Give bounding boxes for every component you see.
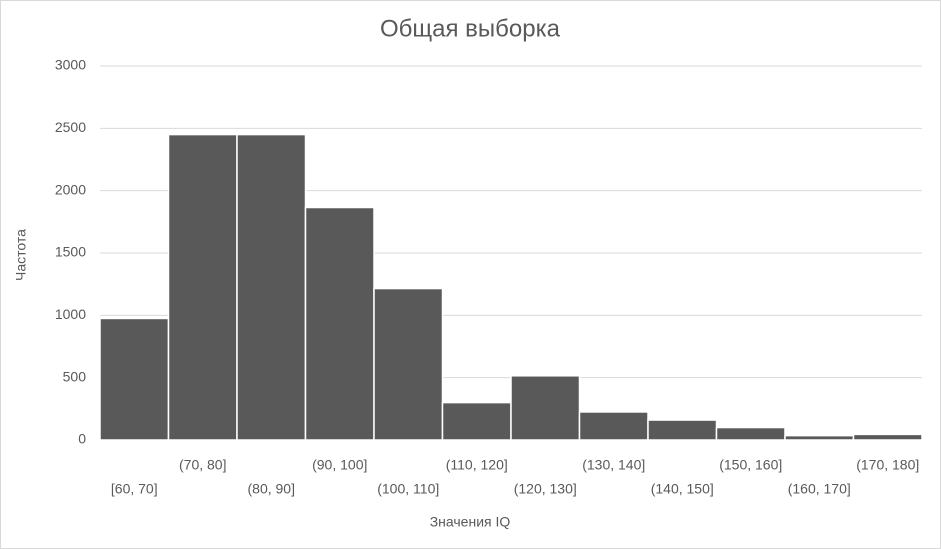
- x-tick-label: (150, 160]: [719, 457, 782, 473]
- y-tick-label: 500: [63, 368, 87, 384]
- y-tick-label: 2500: [55, 119, 86, 135]
- x-tick-label: (100, 110]: [377, 481, 439, 497]
- bar: [647, 419, 718, 441]
- y-tick-label: 3000: [55, 57, 86, 73]
- y-tick-label: 1500: [55, 244, 86, 260]
- y-tick-label: 0: [78, 431, 86, 447]
- x-tick-label: (160, 170]: [788, 481, 851, 497]
- x-tick-label: [60, 70]: [111, 481, 158, 497]
- bar: [852, 433, 923, 441]
- chart-title: Общая выборка: [380, 15, 561, 42]
- x-tick-label: (120, 130]: [514, 481, 577, 497]
- x-tick-label: (170, 180]: [856, 457, 919, 473]
- x-axis-label: Значения IQ: [430, 514, 511, 530]
- bar: [510, 375, 581, 441]
- bar: [304, 206, 375, 441]
- y-tick-label: 2000: [55, 181, 86, 197]
- x-tick-label: (80, 90]: [248, 481, 295, 497]
- bar: [236, 133, 307, 441]
- bar: [167, 133, 238, 441]
- x-tick-label: (140, 150]: [651, 481, 714, 497]
- bar: [441, 401, 512, 441]
- bar: [578, 411, 649, 441]
- bar: [99, 317, 170, 441]
- bar: [373, 287, 444, 441]
- x-tick-label: (130, 140]: [582, 457, 645, 473]
- bar: [784, 434, 855, 441]
- x-tick-label: (90, 100]: [312, 457, 367, 473]
- bar: [715, 426, 786, 441]
- x-tick-label: (110, 120]: [446, 457, 508, 473]
- y-tick-label: 1000: [55, 306, 86, 322]
- y-axis-label: Частота: [13, 229, 29, 281]
- x-tick-label: (70, 80]: [179, 457, 226, 473]
